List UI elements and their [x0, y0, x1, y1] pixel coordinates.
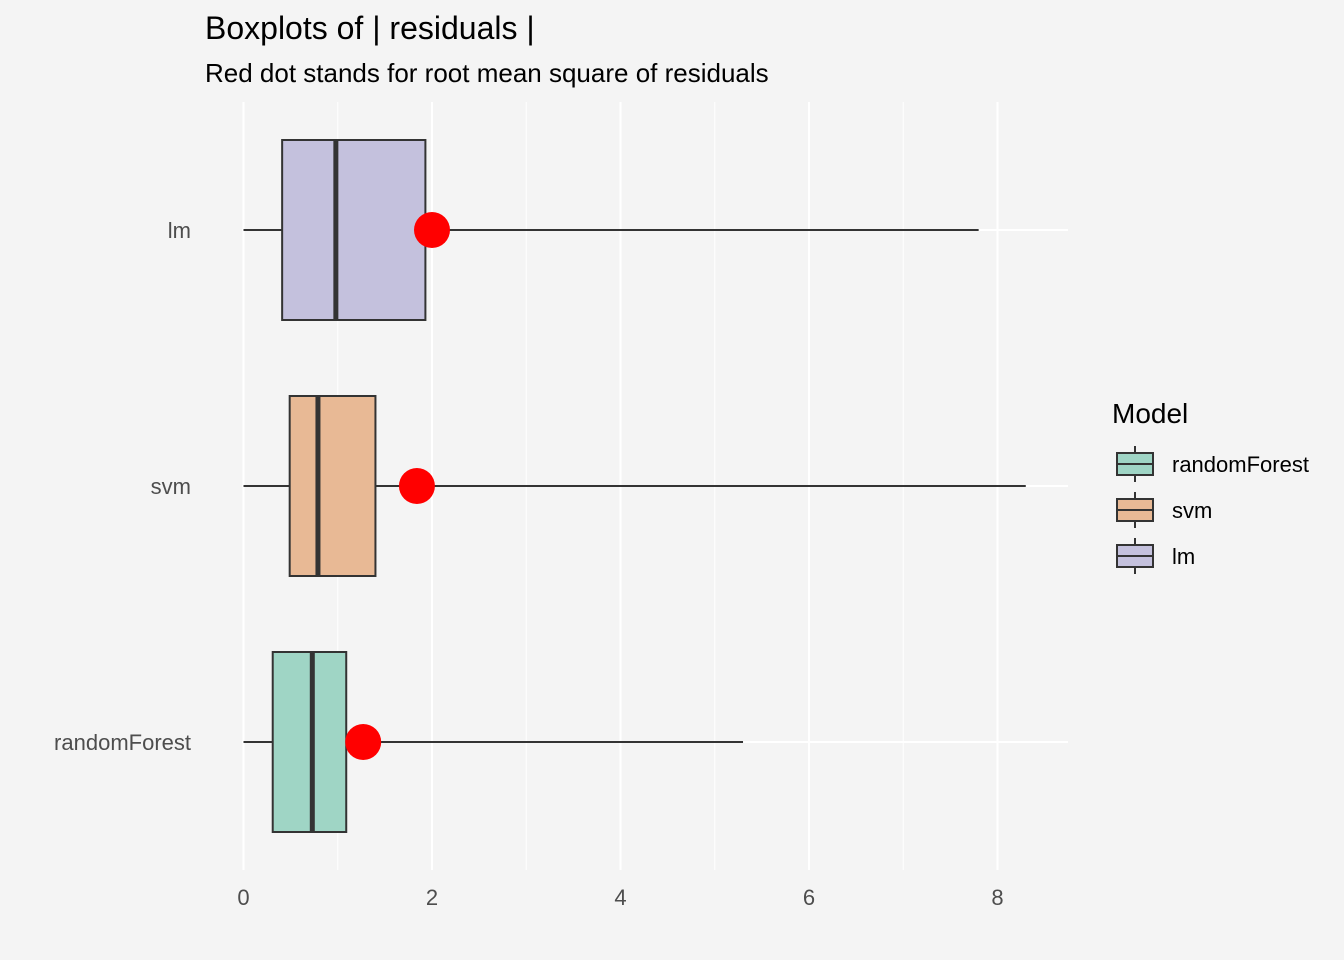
x-tick-label: 2 — [426, 885, 438, 910]
rmse-dot-lm — [414, 212, 450, 248]
box-randomForest — [271, 651, 348, 833]
box-lm — [281, 139, 427, 321]
x-tick-label: 0 — [237, 885, 249, 910]
x-tick-label: 8 — [991, 885, 1003, 910]
legend-label: svm — [1172, 498, 1212, 523]
x-tick-label: 6 — [803, 885, 815, 910]
x-tick-label: 4 — [614, 885, 626, 910]
legend-title: Model — [1112, 398, 1188, 429]
y-tick-label: randomForest — [54, 730, 191, 755]
y-tick-label: svm — [151, 474, 191, 499]
legend-label: lm — [1172, 544, 1195, 569]
y-tick-label: lm — [168, 218, 191, 243]
rmse-dot-randomForest — [345, 724, 382, 760]
rmse-dot-svm — [398, 468, 435, 504]
chart-subtitle: Red dot stands for root mean square of r… — [205, 58, 769, 88]
box-svm — [288, 395, 377, 577]
chart-title: Boxplots of | residuals | — [205, 10, 535, 46]
legend-label: randomForest — [1172, 452, 1309, 477]
